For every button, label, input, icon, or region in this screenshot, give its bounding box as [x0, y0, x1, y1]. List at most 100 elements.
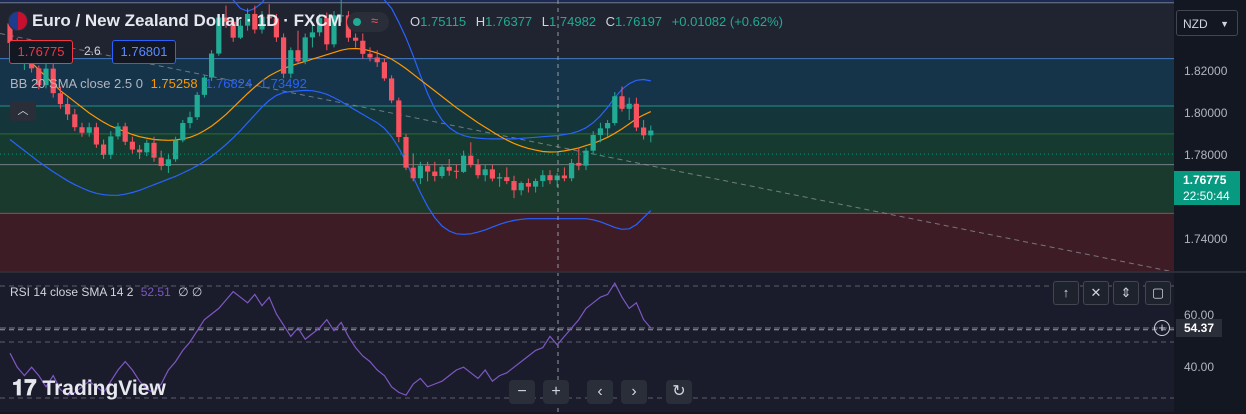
collapse-pane-icon[interactable]: ⇕: [1113, 281, 1139, 305]
candle-body: [57, 93, 63, 105]
candle-body: [180, 123, 186, 141]
candle-body: [281, 37, 287, 74]
candle-body: [561, 175, 567, 179]
price-axis-label: 1.78000: [1184, 148, 1228, 162]
bollinger-legend[interactable]: BB 20 SMA close 2.5 0 1.75258 1.76824 1.…: [10, 76, 307, 91]
candle-body: [619, 96, 625, 109]
candle-body: [237, 25, 243, 38]
candle-body: [252, 13, 258, 30]
scroll-right-icon[interactable]: ›: [621, 380, 647, 404]
symbol-title[interactable]: Euro / New Zealand Dollar · 1D · FXCM: [32, 11, 342, 30]
bb-lower-value: 1.73492: [259, 76, 307, 91]
rsi-legend[interactable]: RSI 14 close SMA 14 2 52.51 ∅ ∅: [10, 285, 202, 299]
rsi-axis-label: 60.00: [1184, 308, 1215, 322]
candle-body: [223, 17, 229, 22]
zone-band: [0, 106, 1174, 134]
high-label: H: [475, 14, 486, 29]
bb-name: BB 20 SMA close 2.5 0: [10, 76, 143, 91]
candle-body: [187, 117, 193, 124]
candle-body: [7, 23, 13, 43]
candle-body: [468, 155, 474, 165]
candle-body: [374, 57, 380, 63]
tradingview-logo-icon: 𝟏𝟕: [12, 375, 37, 400]
candle-body: [583, 150, 589, 166]
close-label: C: [605, 14, 616, 29]
candle-body: [216, 17, 222, 54]
candle-body: [554, 175, 560, 181]
candle-body: [367, 53, 373, 58]
candle-body: [353, 37, 359, 41]
candle-body: [590, 135, 596, 151]
candle-body: [511, 181, 517, 191]
candle-body: [173, 140, 179, 160]
candle-body: [194, 94, 200, 118]
price-axis-label: 1.80000: [1184, 106, 1228, 120]
candle-body: [317, 18, 323, 33]
zone-band: [0, 213, 1174, 272]
candle-body: [432, 171, 438, 177]
candle-body: [518, 183, 524, 191]
candle-body: [72, 114, 78, 128]
close-value: 1.76197: [615, 14, 663, 29]
candle-body: [410, 167, 416, 179]
candle-body: [201, 77, 207, 95]
buy-button[interactable]: 1.76801: [112, 40, 176, 64]
zoom-out-icon[interactable]: −: [509, 380, 535, 404]
maximize-pane-icon[interactable]: ▢: [1145, 281, 1171, 305]
price-axis-bg: [1174, 0, 1246, 414]
bb-basis-value: 1.75258: [150, 76, 198, 91]
candle-body: [129, 141, 135, 150]
candle-body: [612, 96, 618, 124]
candle-body: [309, 32, 315, 38]
ohlc-legend: O1.75115 H1.76377 L1.74982 C1.76197 +0.0…: [410, 14, 783, 29]
candle-body: [439, 166, 445, 177]
candle-body: [381, 62, 387, 79]
candle-body: [86, 127, 92, 133]
sell-button[interactable]: 1.76775: [9, 40, 73, 64]
candle-body: [360, 40, 366, 54]
price-axis-label: 1.74000: [1184, 232, 1228, 246]
candle-body: [230, 21, 236, 38]
close-pane-icon[interactable]: ✕: [1083, 281, 1109, 305]
bb-lower-line: [9, 89, 652, 235]
candle-body: [50, 68, 56, 94]
collapse-legend-icon[interactable]: ︿: [10, 101, 36, 121]
candle-body: [65, 104, 71, 115]
rsi-axis-label: 40.00: [1184, 360, 1215, 374]
low-value: 1.74982: [549, 14, 597, 29]
bar-countdown: 22:50:44: [1183, 189, 1230, 203]
candle-body: [137, 149, 143, 153]
rsi-value: 52.51: [140, 285, 171, 299]
add-plus-icon[interactable]: +: [1154, 320, 1170, 336]
candle-body: [417, 165, 423, 179]
wave-icon: ≈: [371, 13, 379, 28]
candle-body: [403, 136, 409, 168]
candle-body: [576, 162, 582, 166]
candle-body: [331, 15, 337, 45]
currency-flag-icon: [8, 11, 28, 31]
candle-body: [425, 165, 431, 172]
candle-body: [597, 128, 603, 136]
candle-body: [144, 142, 150, 153]
rsi-name: RSI 14 close SMA 14 2: [10, 285, 134, 299]
open-value: 1.75115: [420, 14, 467, 29]
move-pane-up-icon[interactable]: ↑: [1053, 281, 1079, 305]
market-status-pill[interactable]: ≈: [347, 12, 389, 32]
zoom-in-icon[interactable]: +: [543, 380, 569, 404]
currency-select[interactable]: NZD ▼: [1176, 10, 1238, 36]
candle-body: [475, 164, 481, 176]
candle-body: [101, 144, 107, 155]
candle-body: [533, 181, 539, 187]
candle-body: [453, 170, 459, 172]
candle-body: [338, 15, 344, 17]
candle-body: [43, 68, 49, 86]
candle-body: [93, 127, 99, 145]
last-price: 1.76775: [1183, 173, 1227, 187]
candle-body: [461, 155, 467, 172]
high-value: 1.76377: [485, 14, 533, 29]
scroll-left-icon[interactable]: ‹: [587, 380, 613, 404]
bb-upper-line: [232, 0, 651, 140]
reset-chart-icon[interactable]: ↻: [666, 380, 692, 404]
